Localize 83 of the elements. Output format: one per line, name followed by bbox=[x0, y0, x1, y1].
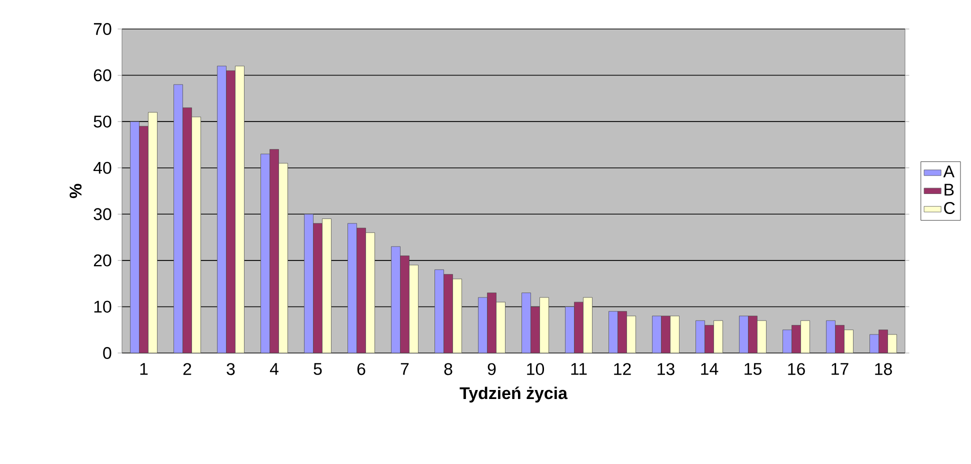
x-tick-label: 13 bbox=[658, 363, 674, 376]
x-tick-label: 11 bbox=[571, 363, 587, 375]
legend-label: C bbox=[944, 202, 955, 214]
y-tick-label: 60 bbox=[94, 69, 112, 82]
y-tick-label: 0 bbox=[103, 347, 112, 359]
bar bbox=[565, 306, 574, 353]
x-tick-label: 12 bbox=[614, 363, 631, 375]
bar bbox=[835, 325, 844, 353]
bar bbox=[748, 316, 758, 353]
bar bbox=[757, 320, 766, 353]
bar bbox=[496, 302, 506, 353]
x-tick-label: 8 bbox=[444, 363, 452, 376]
bar bbox=[192, 116, 201, 353]
x-tick-label: 1 bbox=[140, 363, 148, 375]
bar bbox=[391, 246, 400, 353]
y-tick-label: 70 bbox=[94, 23, 112, 36]
bar bbox=[174, 84, 183, 353]
y-tick-label: 10 bbox=[94, 300, 112, 313]
bar bbox=[235, 66, 244, 353]
bar bbox=[800, 320, 810, 353]
y-tick-label: 40 bbox=[93, 162, 112, 174]
x-tick-label: 14 bbox=[701, 363, 718, 375]
legend-label: B bbox=[944, 184, 954, 196]
x-axis-title: Tydzień życia bbox=[460, 386, 568, 403]
y-axis-title: % bbox=[70, 184, 82, 198]
x-tick-label: 4 bbox=[270, 363, 278, 375]
bar bbox=[826, 320, 836, 353]
bar bbox=[217, 66, 226, 353]
bar bbox=[618, 311, 627, 353]
x-tick-label: 18 bbox=[875, 363, 892, 376]
bar bbox=[583, 297, 592, 353]
x-tick-label: 5 bbox=[314, 363, 322, 375]
x-tick-label: 10 bbox=[527, 363, 544, 376]
bar bbox=[182, 107, 192, 353]
bar bbox=[434, 269, 444, 353]
y-tick-label: 50 bbox=[94, 116, 112, 128]
x-tick-label: 16 bbox=[788, 363, 805, 376]
bar bbox=[400, 256, 410, 353]
bar bbox=[670, 316, 680, 353]
bar bbox=[226, 70, 236, 353]
bar bbox=[704, 325, 714, 353]
legend-label: A bbox=[943, 166, 955, 178]
bar bbox=[878, 330, 888, 353]
bar bbox=[844, 330, 854, 353]
bar bbox=[130, 121, 140, 353]
bar bbox=[652, 316, 662, 353]
bar bbox=[714, 320, 723, 353]
bar bbox=[608, 311, 618, 353]
bar bbox=[626, 316, 636, 353]
bar bbox=[487, 292, 496, 353]
bar bbox=[696, 320, 705, 353]
bar bbox=[148, 112, 158, 353]
x-tick-label: 9 bbox=[488, 363, 496, 376]
x-tick-label: 2 bbox=[183, 363, 192, 375]
y-tick-label: 20 bbox=[94, 254, 112, 266]
bar bbox=[139, 126, 148, 353]
x-tick-label: 3 bbox=[226, 363, 235, 376]
bar bbox=[522, 292, 531, 353]
x-tick-label: 6 bbox=[357, 363, 366, 376]
bar bbox=[409, 264, 418, 353]
bar bbox=[270, 149, 279, 353]
x-tick-label: 7 bbox=[400, 363, 409, 375]
bar bbox=[530, 306, 540, 353]
bar bbox=[278, 163, 288, 353]
bar bbox=[348, 223, 357, 353]
bar bbox=[322, 218, 332, 353]
bar bbox=[452, 278, 462, 353]
bar bbox=[366, 232, 375, 353]
x-tick-label: 15 bbox=[744, 363, 762, 375]
bar bbox=[356, 228, 366, 353]
bar bbox=[260, 154, 270, 353]
bar bbox=[478, 297, 488, 353]
x-tick-label: 17 bbox=[832, 363, 848, 375]
bar bbox=[792, 325, 801, 353]
bar bbox=[782, 330, 792, 353]
bar bbox=[313, 223, 322, 353]
bar bbox=[444, 274, 453, 353]
bar bbox=[739, 316, 748, 353]
bar bbox=[574, 302, 584, 353]
bar bbox=[304, 214, 314, 353]
y-tick-label: 30 bbox=[94, 208, 112, 220]
bar bbox=[540, 297, 549, 353]
bar bbox=[661, 316, 670, 353]
